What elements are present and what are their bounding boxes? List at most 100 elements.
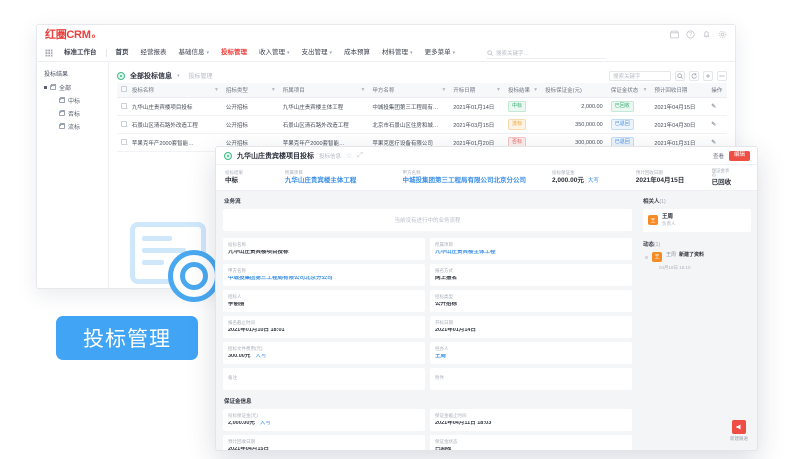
cell-project[interactable]: 石景山区清石路外改造工程 <box>278 115 369 134</box>
nav-item-bid-management[interactable]: 投标管理 <box>215 49 253 57</box>
checkbox-icon[interactable] <box>121 102 127 109</box>
summary-value[interactable]: 九华山庄贵宾楼主体工程 <box>284 176 357 184</box>
nav-item-home[interactable]: 首页 <box>110 49 135 57</box>
sidebar-item-won[interactable]: 中标 <box>59 96 102 105</box>
field-label: 保证金状态 <box>435 439 458 444</box>
amount-caption[interactable]: 大写 <box>259 420 271 426</box>
edit-icon[interactable]: ✎ <box>711 104 717 110</box>
filter-icon[interactable]: ▼ <box>642 87 648 93</box>
filter-icon[interactable]: ▼ <box>496 87 501 93</box>
nav-item-reports[interactable]: 经营报表 <box>135 49 173 57</box>
cell-party-a[interactable]: 北京市石景山区住房和城… <box>368 115 450 134</box>
sidebar-item-label: 否标 <box>68 112 81 118</box>
chevron-down-icon[interactable]: ▾ <box>177 72 180 79</box>
field-value[interactable]: 九华山庄贵宾楼主体工程 <box>435 249 496 255</box>
search-input[interactable]: 搜索关键字 <box>609 70 671 81</box>
filter-icon[interactable]: ▼ <box>270 87 276 93</box>
settings-button[interactable] <box>703 70 713 81</box>
cell-bid-name[interactable]: 九华山庄贵宾楼项目投标 <box>127 97 222 116</box>
expand-icon[interactable]: ⤢ <box>357 151 363 159</box>
table-row[interactable]: 九华山庄贵宾楼项目投标 公开招标 九华山庄贵宾楼主体工程 中城投集团第三工程局有… <box>117 97 727 116</box>
nav-item-materials[interactable]: 材料管理 ▾ <box>376 49 419 57</box>
column-deposit-status[interactable]: 保证金状态 ▼ <box>606 83 651 98</box>
field-doc-fee: 招标文件费用(元) 300.00元 大写 <box>223 342 425 364</box>
column-recover-date[interactable]: 预计回收日期 <box>650 83 708 98</box>
column-result[interactable]: 投标结果 ▼ <box>503 83 542 98</box>
column-deposit[interactable]: 投标保证金(元) <box>541 83 607 98</box>
nav-workbench[interactable]: 标准工作台 <box>64 48 97 56</box>
filter-icon[interactable]: ▼ <box>360 87 366 93</box>
amount-caption[interactable]: 大写 <box>255 353 267 359</box>
global-search[interactable]: 搜索关键字… <box>487 48 605 59</box>
bell-icon[interactable] <box>702 30 711 39</box>
checkbox-icon[interactable] <box>121 86 127 92</box>
summary-party-a: 甲方名称 中城投集团第三工程局有限公司北京分公司 <box>402 170 552 184</box>
help-icon[interactable]: ? <box>686 30 695 39</box>
nav-item-cost-budget[interactable]: 成本预算 <box>338 49 376 57</box>
column-bid-type[interactable]: 招标类型 ▼ <box>221 83 279 98</box>
summary-label: 甲方名称 <box>402 170 421 175</box>
global-search-placeholder: 搜索关键字… <box>496 51 530 57</box>
sidebar-item-all[interactable]: 全部 <box>44 83 102 92</box>
flow-section-title: 业务流 <box>224 199 241 205</box>
summary-label: 预计回收日期 <box>635 170 663 175</box>
column-bid-date[interactable]: 开标日期 ▼ <box>449 83 504 98</box>
cell-project[interactable]: 九华山庄贵宾楼主体工程 <box>278 97 369 116</box>
person-row[interactable]: 王 王周 负责人 <box>648 214 746 227</box>
modal-summary-bar: 投标结果 中标 所属项目 九华山庄贵宾楼主体工程 甲方名称 中城投集团第三工程局… <box>216 165 757 191</box>
related-people-count: (1) <box>659 199 666 205</box>
field-value[interactable]: 王周 <box>435 353 447 359</box>
field-bid-type: 招标类型 公开招标 <box>430 290 632 312</box>
amount-caption[interactable]: 大写 <box>587 177 599 184</box>
cell-bid-name[interactable]: 石景山区清石路外改造工程 <box>127 115 222 134</box>
checkbox-icon[interactable] <box>121 120 127 127</box>
avatar: 王 <box>648 215 658 226</box>
column-party-a[interactable]: 甲方名称 ▼ <box>368 83 450 98</box>
select-all-header[interactable] <box>117 83 128 98</box>
cell-actions[interactable]: ✎ <box>707 97 727 116</box>
more-button[interactable] <box>717 70 727 81</box>
checkbox-icon[interactable] <box>121 138 127 145</box>
new-followup-button[interactable]: 新建跟进 <box>730 420 748 442</box>
search-button[interactable] <box>675 70 685 81</box>
store-icon[interactable] <box>670 30 679 39</box>
current-view-name[interactable]: 全部投标信息 <box>130 72 172 80</box>
cell-bid-name[interactable]: 苹果克年产2000套智能… <box>127 133 222 152</box>
filter-icon[interactable]: ▼ <box>533 87 539 93</box>
chevron-down-icon: ▾ <box>329 49 333 56</box>
row-checkbox-cell[interactable] <box>117 115 128 134</box>
summary-value[interactable]: 中城投集团第三工程局有限公司北京分公司 <box>402 176 526 184</box>
cell-party-a[interactable]: 中城投集团第三工程局有… <box>368 97 450 116</box>
nav-item-income[interactable]: 收入管理 ▾ <box>253 49 296 57</box>
grid-menu-icon[interactable] <box>45 49 53 57</box>
row-checkbox-cell[interactable] <box>117 97 128 116</box>
status-badge: 已退回 <box>610 119 634 130</box>
sidebar-item-lost[interactable]: 否标 <box>59 109 102 118</box>
app-logo-text: 红圈CRM <box>45 28 91 41</box>
list-item[interactable]: 王 王周 新建了资料 <box>643 251 751 262</box>
cell-bid-date: 2021年03月15日 <box>449 115 504 134</box>
edit-icon[interactable]: ✎ <box>711 122 717 128</box>
status-badge: 中标 <box>507 101 526 112</box>
nav-item-expense[interactable]: 支出管理 ▾ <box>296 49 339 57</box>
cell-result: 流标 <box>503 115 542 134</box>
column-project[interactable]: 所属项目 ▼ <box>278 83 369 98</box>
sidebar-item-failed[interactable]: 流标 <box>59 122 102 131</box>
filter-icon[interactable]: ▼ <box>441 87 447 93</box>
nav-item-basic-info[interactable]: 基础信息 ▾ <box>173 49 216 57</box>
cell-deposit-status: 已退回 <box>606 115 651 134</box>
view-button[interactable]: 查看 <box>712 153 724 160</box>
field-value: 2021年01月14日 <box>435 327 476 333</box>
field-value[interactable]: 中城投集团第三工程局有限公司北京分公司 <box>228 275 333 281</box>
edit-button[interactable]: 编辑 <box>728 151 750 161</box>
field-label: 甲方名称 <box>228 268 246 273</box>
filter-icon[interactable]: ▼ <box>213 87 219 93</box>
gear-icon[interactable] <box>718 30 727 39</box>
column-bid-name[interactable]: 投标名称 ▼ <box>127 83 222 98</box>
cell-actions[interactable]: ✎ <box>707 115 727 134</box>
table-row[interactable]: 石景山区清石路外改造工程 公开招标 石景山区清石路外改造工程 北京市石景山区住房… <box>117 115 727 134</box>
refresh-button[interactable] <box>689 70 699 81</box>
favorite-star-icon[interactable]: ☆ <box>346 152 353 160</box>
nav-item-more[interactable]: 更多菜单 ▾ <box>419 49 462 57</box>
row-checkbox-cell[interactable] <box>117 133 128 152</box>
